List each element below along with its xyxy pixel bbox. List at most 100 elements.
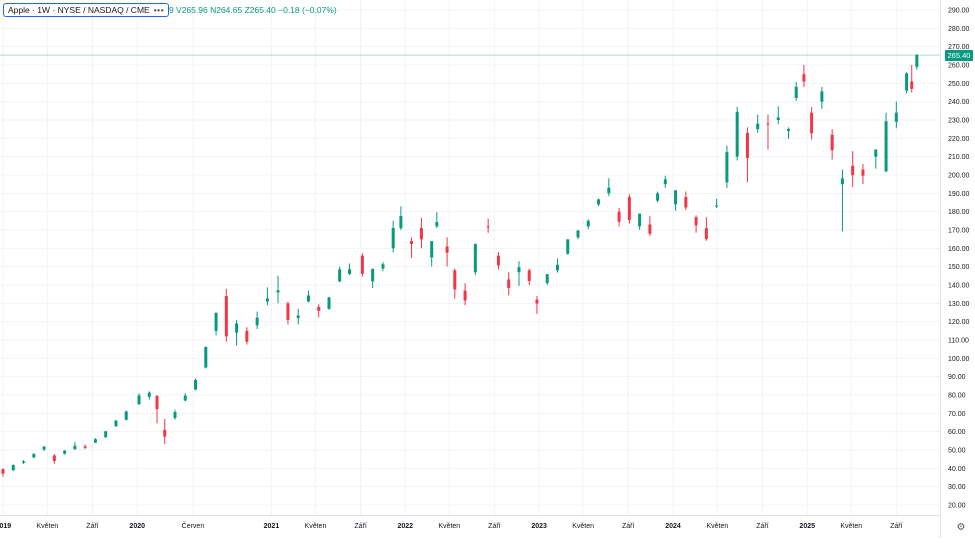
y-tick-label: 150.00 <box>948 264 970 271</box>
price-axis[interactable]: 20.00 30.00 40.00 50.00 60.00 70.00 80.00 90.00… <box>948 8 970 510</box>
x-tick-label: Červen <box>182 521 205 530</box>
time-axis[interactable]: 2019 Květen Září 2020 Červen 2021 Květen Září 20… <box>0 521 903 530</box>
x-tick-label: Září <box>86 523 99 530</box>
candle-layer <box>1 54 919 477</box>
candle-body <box>507 279 511 288</box>
ohlc-values: 4.89 V265.96 N264.65 Z265.40 −0.18 (−0.0… <box>157 5 337 15</box>
candle-body <box>32 453 36 458</box>
candle-body <box>173 412 177 418</box>
candle-body <box>597 199 601 205</box>
candle-body <box>163 429 167 437</box>
candle-body <box>486 226 490 228</box>
y-tick-label: 100.00 <box>948 356 970 363</box>
candle-body <box>830 134 834 151</box>
y-tick-label: 60.00 <box>948 429 966 436</box>
y-tick-label: 210.00 <box>948 154 970 161</box>
y-tick-label: 270.00 <box>948 44 970 51</box>
candle-body <box>63 450 67 454</box>
candle-body <box>663 179 667 185</box>
y-tick-label: 260.00 <box>948 63 970 70</box>
candle-body <box>155 395 159 410</box>
x-tick-label: Září <box>890 523 903 530</box>
y-tick-label: 160.00 <box>948 246 970 253</box>
candle-body <box>435 222 439 227</box>
candle-body <box>527 270 531 281</box>
candle-body <box>874 149 878 157</box>
candle-body <box>338 269 342 282</box>
candle-body <box>255 317 259 326</box>
candle-body <box>419 228 423 240</box>
candle-body <box>93 439 97 443</box>
candle-body <box>286 303 290 320</box>
legend: Apple · 1W · NYSE / NASDAQ / CME ••• 4.8… <box>3 3 337 17</box>
y-tick-label: 20.00 <box>948 503 966 510</box>
candle-body <box>348 269 352 274</box>
x-tick-label: Září <box>622 523 635 530</box>
x-tick-label: Květen <box>706 523 728 530</box>
candle-body <box>147 392 151 397</box>
candle-body <box>214 312 218 331</box>
candle-body <box>276 290 280 293</box>
x-tick-label: 2023 <box>531 523 547 530</box>
candle-body <box>735 111 739 157</box>
candle-body <box>674 190 678 205</box>
candle-body <box>245 330 249 342</box>
candle-body <box>535 299 539 304</box>
candle-body <box>1 469 5 474</box>
x-tick-label: Září <box>756 523 769 530</box>
candle-body <box>820 91 824 102</box>
candle-body <box>496 255 500 266</box>
candle-body <box>124 411 128 420</box>
candle-body <box>776 117 780 120</box>
symbol-box[interactable]: Apple · 1W · NYSE / NASDAQ / CME ••• <box>3 3 170 17</box>
candle-body <box>327 297 331 309</box>
grid-layer <box>0 0 941 538</box>
x-tick-label: Květen <box>840 523 862 530</box>
y-tick-label: 180.00 <box>948 209 970 216</box>
x-tick-label: 2025 <box>799 523 815 530</box>
candle-body <box>745 132 749 158</box>
candle-body <box>766 123 770 125</box>
candle-body <box>648 224 652 234</box>
y-tick-label: 120.00 <box>948 319 970 326</box>
y-tick-label: 200.00 <box>948 173 970 180</box>
candle-body <box>802 74 806 82</box>
y-tick-label: 70.00 <box>948 411 966 418</box>
y-tick-label: 220.00 <box>948 136 970 143</box>
candle-body <box>851 165 855 176</box>
candle-body <box>224 296 228 337</box>
candle-body <box>235 323 239 333</box>
last-price-badge: 265.40 <box>945 49 973 61</box>
x-tick-label: 2022 <box>398 523 414 530</box>
symbol-label[interactable]: Apple · 1W · NYSE / NASDAQ / CME <box>8 5 150 15</box>
x-tick-label: Květen <box>36 523 58 530</box>
candle-body <box>11 465 15 471</box>
y-tick-label: 90.00 <box>948 374 966 381</box>
y-tick-label: 50.00 <box>948 448 966 455</box>
more-icon[interactable]: ••• <box>153 5 165 15</box>
candle-body <box>445 246 449 253</box>
y-tick-label: 80.00 <box>948 393 966 400</box>
y-tick-label: 280.00 <box>948 26 970 33</box>
candle-body <box>840 178 844 185</box>
candle-body <box>410 241 414 244</box>
candle-body <box>360 255 364 274</box>
candle-body <box>787 129 791 131</box>
candle-body <box>617 211 621 222</box>
y-tick-label: 290.00 <box>948 8 970 15</box>
candle-body <box>566 239 570 254</box>
y-tick-label: 140.00 <box>948 283 970 290</box>
candle-body <box>52 455 56 461</box>
candle-body <box>545 274 549 284</box>
x-tick-label: Září <box>488 523 501 530</box>
x-tick-label: 2019 <box>0 523 11 530</box>
y-tick-label: 40.00 <box>948 466 966 473</box>
candle-body <box>915 55 919 67</box>
x-tick-label: Květen <box>305 523 327 530</box>
candle-body <box>463 290 467 301</box>
candle-body <box>861 169 865 176</box>
y-tick-label: 190.00 <box>948 191 970 198</box>
settings-gear-icon[interactable]: ⚙ <box>956 522 966 533</box>
